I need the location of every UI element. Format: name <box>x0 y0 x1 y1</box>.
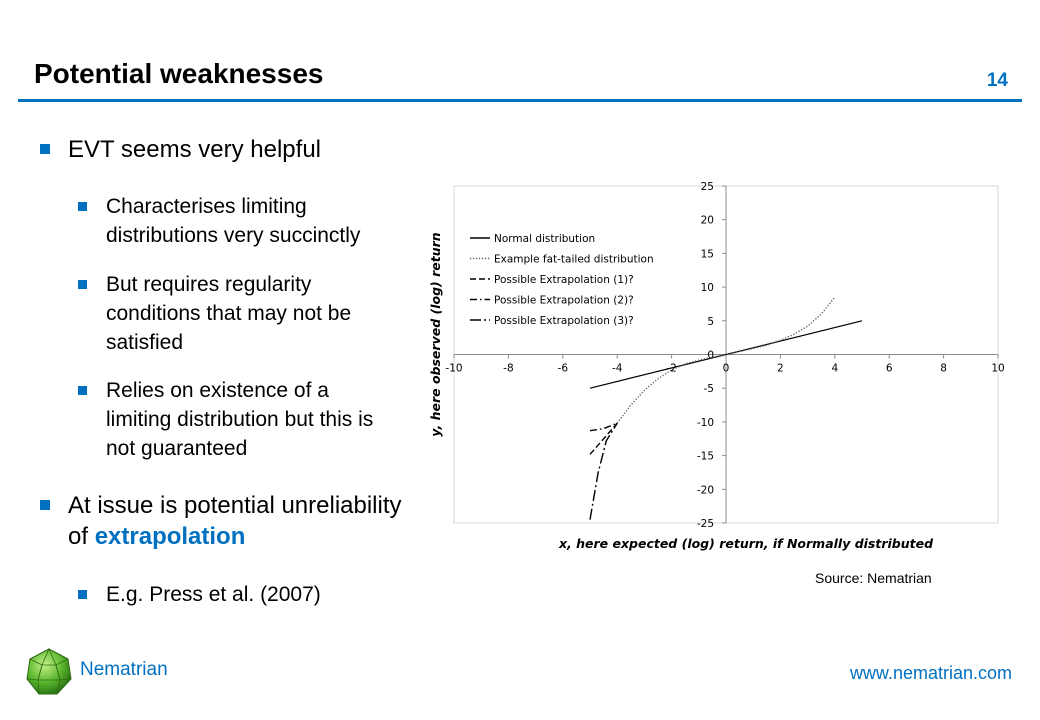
x-axis-title: x, here expected (log) return, if Normal… <box>558 536 934 551</box>
slide-title: Potential weaknesses <box>34 58 324 89</box>
x-tick-label: 0 <box>723 363 730 375</box>
page-number: 14 <box>986 70 1008 91</box>
x-tick-label: 6 <box>886 363 893 375</box>
legend-label: Possible Extrapolation (1)? <box>494 274 634 286</box>
bullet-text: Characterises limiting distributions ver… <box>106 195 361 247</box>
bullet-text-plain: At issue is potential unreliability of <box>68 492 402 550</box>
x-tick-label: 2 <box>777 363 784 375</box>
y-tick-label: 5 <box>707 316 714 328</box>
series-line-possible-extrapolation-2 <box>589 422 618 432</box>
y-tick-label: 0 <box>707 350 714 362</box>
bullet-marker <box>78 386 87 395</box>
series-line-normal-distribution <box>589 320 863 389</box>
x-tick-label: 8 <box>940 363 947 375</box>
legend-label: Normal distribution <box>494 233 595 245</box>
x-tick-label: -4 <box>612 363 623 375</box>
y-tick-label: 10 <box>701 282 714 294</box>
series-line-possible-extrapolation-3 <box>589 422 618 520</box>
bullet-marker <box>78 280 87 289</box>
y-tick-label: -25 <box>697 518 714 530</box>
x-tick-label: 4 <box>831 363 838 375</box>
bullet-text: At issue is potential unreliability of e… <box>68 490 420 552</box>
x-tick-label: -8 <box>503 363 513 375</box>
bullet-marker <box>78 202 87 211</box>
title-divider <box>18 99 1022 102</box>
y-tick-label: 25 <box>701 181 714 193</box>
bullet-marker <box>78 590 87 599</box>
y-tick-label: -10 <box>697 417 714 429</box>
nematrian-logo-icon <box>26 648 72 695</box>
y-tick-label: -20 <box>697 484 714 496</box>
legend-label: Example fat-tailed distribution <box>494 254 654 266</box>
y-tick-label: -5 <box>704 383 714 395</box>
x-tick-label: 10 <box>991 363 1004 375</box>
series-line-example-fat-tailed-distribution <box>616 296 836 424</box>
brand-name: Nematrian <box>80 659 168 680</box>
bullet-marker <box>40 500 50 510</box>
bullet-text: EVT seems very helpful <box>68 136 321 163</box>
chart-container: -10 -8 -6 -4 -2 0 2 4 6 8 10 25 20 15 10 5 0 -5 -10 -15 -20-… <box>420 170 1020 560</box>
bullet-text-highlight: extrapolation <box>94 523 246 550</box>
y-axis-title: y, here observed (log) return <box>428 232 443 436</box>
bullet-text: E.g. Press et al. (2007) <box>106 583 321 606</box>
bullet-text: But requires regularity conditions that … <box>106 273 352 354</box>
bullet-marker <box>40 144 50 154</box>
y-tick-label: -15 <box>697 451 714 463</box>
website-link[interactable]: www.nematrian.com <box>849 663 1012 683</box>
y-tick-label: 20 <box>701 215 714 227</box>
series-line-possible-extrapolation-1 <box>589 422 618 455</box>
extrapolation-chart: -10 -8 -6 -4 -2 0 2 4 6 8 102520151050-5-10-15-20-… <box>428 181 1005 551</box>
x-tick-label: -10 <box>445 363 462 375</box>
legend-label: Possible Extrapolation (2)? <box>494 295 634 307</box>
legend-label: Possible Extrapolation (3)? <box>494 315 634 327</box>
x-tick-label: -6 <box>558 363 569 375</box>
source-note: Source: Nematrian <box>815 570 932 586</box>
y-tick-label: 15 <box>701 248 714 260</box>
bullet-text: Relies on existence of a limiting distri… <box>106 379 374 460</box>
